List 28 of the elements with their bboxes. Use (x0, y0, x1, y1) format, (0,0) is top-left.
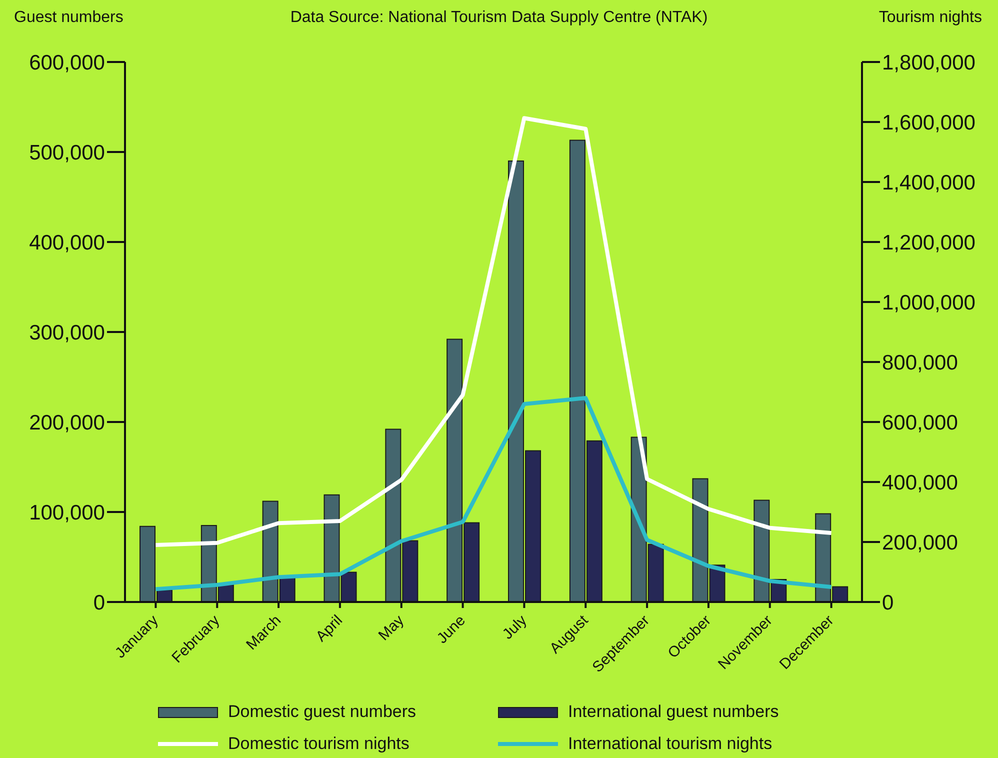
y-tick-label: 600,000 (29, 51, 105, 74)
y-axis-title: Guest numbers (14, 9, 124, 27)
y2-tick-label: 400,000 (882, 471, 958, 494)
y-tick-label: 500,000 (29, 141, 105, 164)
x-tick-label: July (499, 612, 531, 643)
y-tick-label: 300,000 (29, 321, 105, 344)
y2-tick-label: 200,000 (882, 531, 958, 554)
legend-label: Domestic guest numbers (228, 702, 416, 722)
line-series (154, 396, 834, 592)
legend-label: International guest numbers (568, 702, 779, 722)
y2-tick-label: 1,000,000 (882, 291, 976, 314)
x-tick-label: May (375, 612, 408, 644)
line-series (154, 116, 834, 547)
y2-axis-title: Tourism nights (878, 9, 982, 27)
y-tick-label: 100,000 (29, 501, 105, 524)
y-tick-label: 200,000 (29, 411, 105, 434)
y2-tick-label: 800,000 (882, 351, 958, 374)
y2-tick-label: 600,000 (882, 411, 958, 434)
y2-tick-label: 1,400,000 (882, 171, 976, 194)
y2-tick-label: 1,200,000 (882, 231, 976, 254)
y-tick-label: 0 (93, 591, 105, 614)
y2-tick-label: 1,600,000 (882, 111, 976, 134)
y2-tick-label: 1,800,000 (882, 51, 976, 74)
legend-label: Domestic tourism nights (228, 734, 410, 754)
source-note: Data Source: National Tourism Data Supply Centre (NTAK) (290, 9, 708, 26)
y-tick-label: 400,000 (29, 231, 105, 254)
y2-tick-label: 0 (882, 591, 894, 614)
legend-label: International tourism nights (568, 734, 772, 754)
